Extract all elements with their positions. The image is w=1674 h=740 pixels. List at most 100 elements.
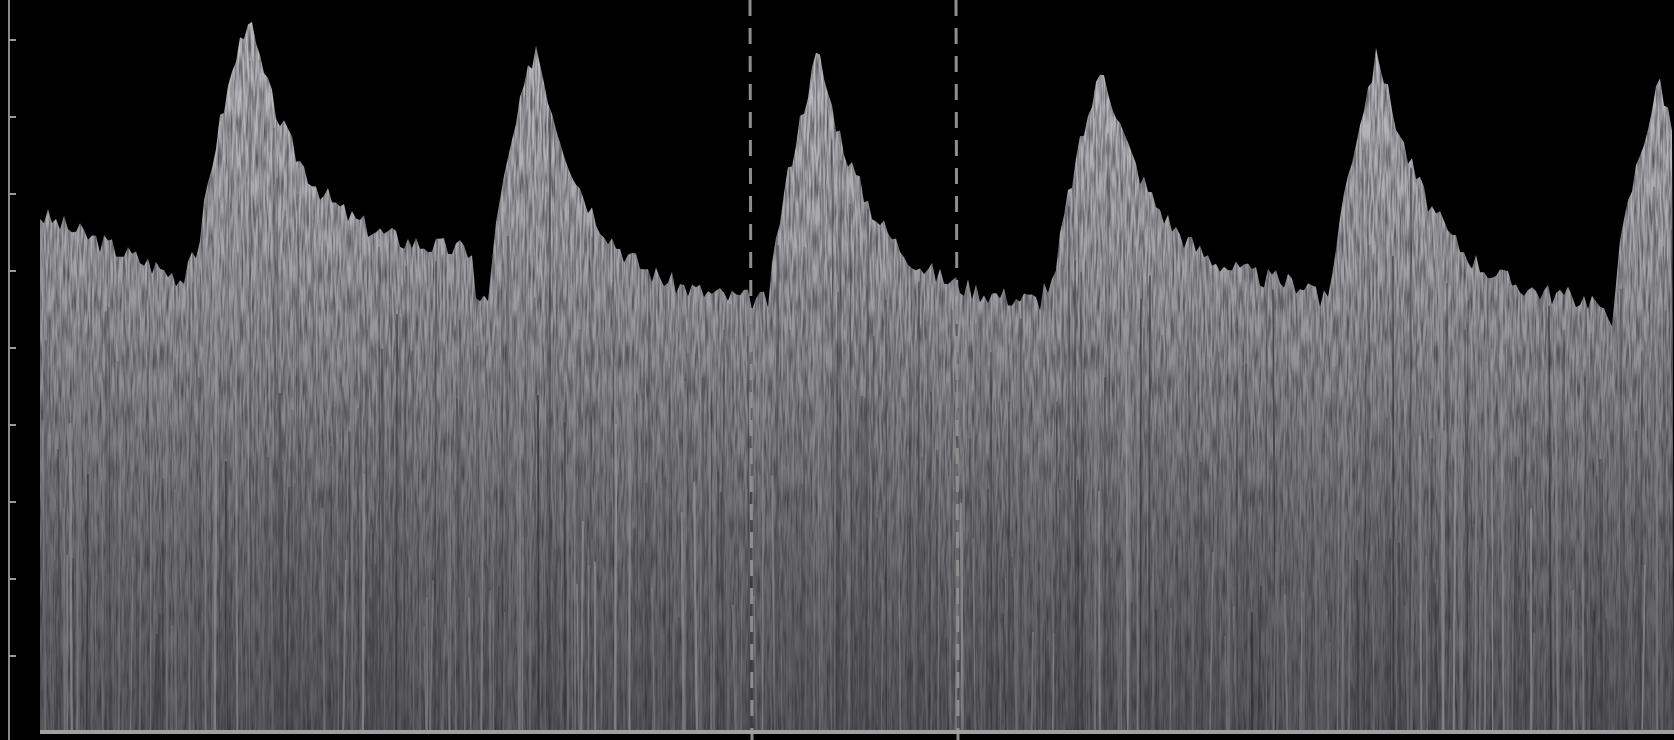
spectrum-streak <box>799 418 800 730</box>
spectrum-streak <box>384 278 385 730</box>
spectrum-streak <box>1605 619 1606 730</box>
spectrum-streak <box>1075 261 1076 730</box>
spectrum-streak <box>1032 632 1033 730</box>
spectrum-streak <box>682 512 684 730</box>
spectrum-streak <box>927 321 928 730</box>
spectrum-streak <box>1512 599 1513 730</box>
spectrum-streak <box>294 483 295 730</box>
spectrum-streak <box>744 564 745 730</box>
spectrum-streak <box>1101 301 1102 730</box>
spectrum-streak <box>678 617 679 730</box>
spectrum-streak <box>1417 368 1418 730</box>
spectrum-streak <box>669 368 670 730</box>
spectrum-streak <box>1099 491 1100 730</box>
spectrum-streak <box>1492 348 1493 730</box>
spectrum-streak <box>193 282 194 730</box>
spectrum-streak <box>271 419 272 730</box>
spectrum-streak <box>661 346 662 730</box>
spectrum-streak <box>1081 272 1082 730</box>
spectrum-streak <box>1086 402 1087 730</box>
spectrum-streak <box>175 489 176 730</box>
spectrum-streak <box>1228 438 1229 730</box>
spectrum-streak <box>1192 342 1193 730</box>
spectrum-streak <box>1282 585 1283 730</box>
spectrum-streak <box>1290 512 1291 730</box>
spectrum-streak <box>1357 560 1358 730</box>
spectrum-streak <box>1170 608 1171 730</box>
spectrum-streak <box>394 630 395 730</box>
spectrum-streak <box>658 556 659 730</box>
spectrum-streak <box>1573 590 1574 730</box>
spectrum-streak <box>723 330 724 730</box>
spectrum-streak <box>1522 597 1523 730</box>
spectrum-streak <box>1387 418 1388 730</box>
spectrum-streak <box>981 313 982 730</box>
spectrum-streak <box>300 424 301 730</box>
spectrum-streak <box>549 106 550 730</box>
spectrum-streak <box>1035 323 1036 730</box>
spectrum-streak <box>579 329 580 730</box>
spectrum-streak <box>1368 245 1369 730</box>
spectrum-streak <box>363 474 364 730</box>
spectrum-streak <box>1485 362 1486 730</box>
spectrum-streak <box>73 558 74 730</box>
spectrum-streak <box>1026 454 1027 730</box>
spectrum-streak <box>1336 366 1337 730</box>
spectrum-streak <box>1194 268 1195 730</box>
spectrum-streak <box>1059 490 1060 730</box>
spectrum-streak <box>1315 299 1316 730</box>
spectrum-streak <box>714 451 715 730</box>
spectrum-streak <box>372 533 373 730</box>
spectrum-streak <box>486 566 487 730</box>
spectrum-streak <box>1525 417 1526 730</box>
spectrum-streak <box>781 620 782 730</box>
spectrum-streak <box>1408 496 1409 730</box>
spectrum-streak <box>178 515 179 730</box>
spectrum-streak <box>1650 549 1651 730</box>
spectrum-streak <box>1420 436 1421 730</box>
spectrum-streak <box>1443 431 1444 730</box>
spectrum-streak <box>1095 378 1096 730</box>
spectrum-streak <box>1017 356 1018 730</box>
spectrum-streak <box>1015 567 1016 730</box>
spectrum-streak <box>756 496 757 730</box>
spectrum-streak <box>918 282 919 730</box>
spectrum-streak <box>123 455 124 730</box>
spectrum-streak <box>1557 482 1558 730</box>
spectrum-streak <box>460 320 461 730</box>
spectrum-streak <box>1230 374 1231 730</box>
spectrum-streak <box>1000 623 1001 730</box>
spectrum-streak <box>420 442 421 730</box>
spectrum-streak <box>285 210 286 730</box>
spectrum-streak <box>396 314 397 730</box>
spectrum-streak <box>949 476 950 730</box>
spectrum-streak <box>822 189 823 730</box>
spectrum-streak <box>150 295 151 730</box>
spectrum-streak <box>600 249 601 730</box>
spectrum-streak <box>1390 538 1391 730</box>
spectrum-streak <box>259 60 260 730</box>
spectrum-streak <box>619 560 620 730</box>
spectrum-streak <box>1399 543 1400 730</box>
spectrum-streak <box>615 424 616 730</box>
spectrum-streak <box>376 564 377 730</box>
spectrum-streak <box>1041 307 1042 730</box>
spectrum-streak <box>975 323 976 730</box>
spectrum-streak <box>894 341 895 730</box>
spectrum-streak <box>448 456 449 730</box>
spectrum-streak <box>739 493 740 730</box>
spectrum-streak <box>1623 452 1624 730</box>
spectrum-streak <box>183 374 184 730</box>
baseline <box>40 730 1674 734</box>
spectrum-streak <box>1206 540 1207 730</box>
spectrum-streak <box>991 352 992 730</box>
spectrum-streak <box>1183 536 1184 730</box>
spectrum-streak <box>538 395 539 730</box>
spectrum-streak <box>522 537 523 730</box>
spectrum-streak <box>64 508 65 730</box>
spectrum-streak <box>1653 187 1654 730</box>
spectrum-streak <box>70 423 72 730</box>
spectrum-streak <box>1431 439 1432 730</box>
